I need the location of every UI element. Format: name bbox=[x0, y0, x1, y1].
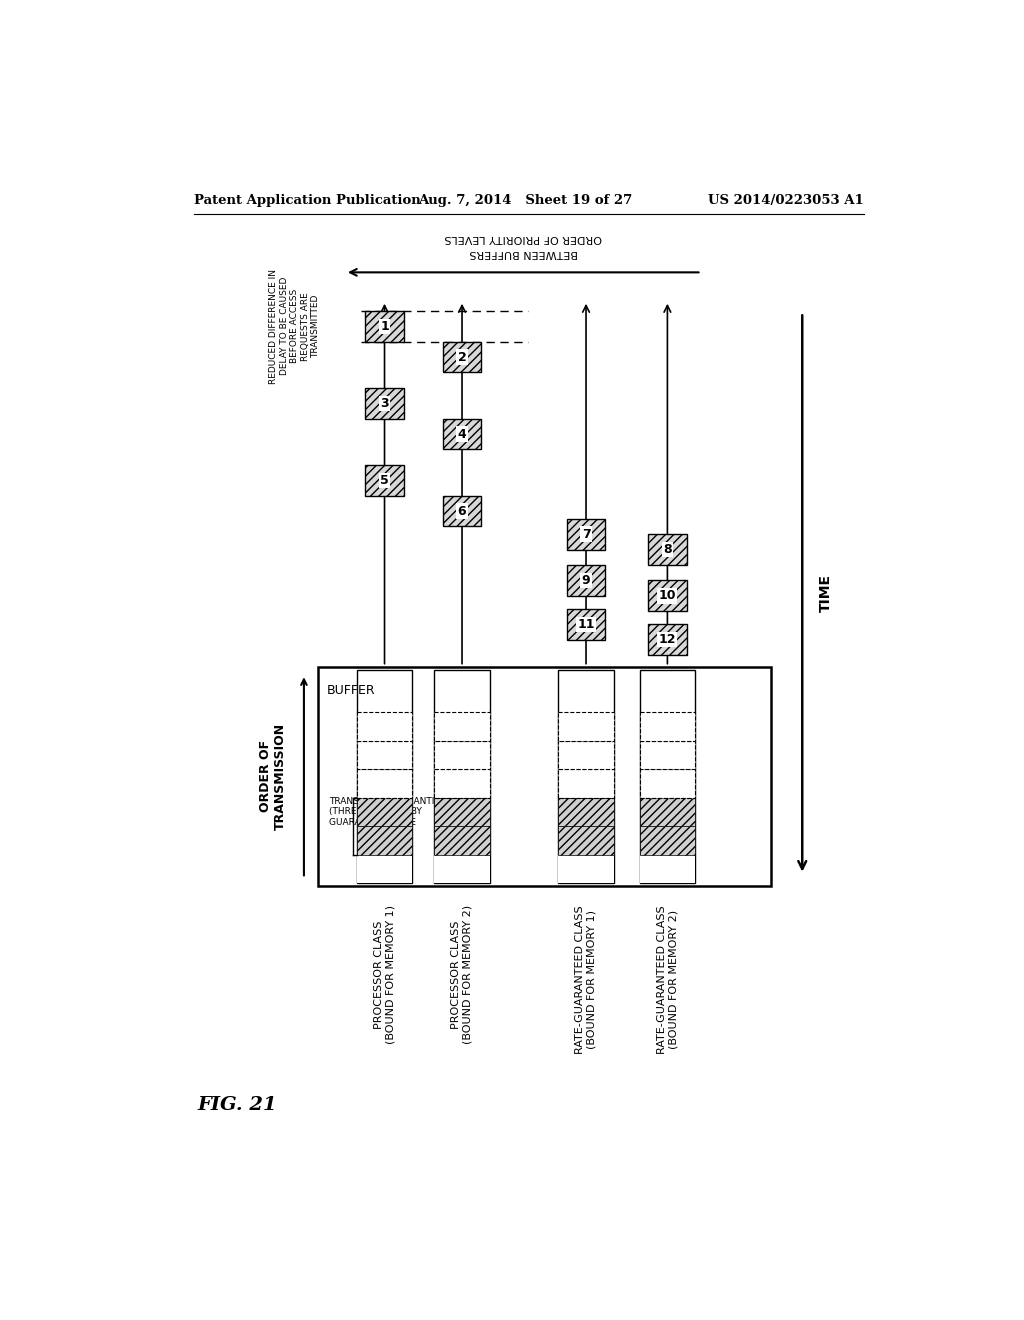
Bar bbox=[356, 797, 413, 826]
Text: TRANSMISSION QUANTITY
(THREE) DEFINED BY
GUARANTEED RATE: TRANSMISSION QUANTITY (THREE) DEFINED BY… bbox=[329, 797, 444, 826]
Bar bbox=[558, 741, 614, 770]
Bar bbox=[317, 667, 771, 886]
Text: RATE-GUARANTEED CLASS
(BOUND FOR MEMORY 2): RATE-GUARANTEED CLASS (BOUND FOR MEMORY … bbox=[656, 906, 678, 1053]
Bar bbox=[442, 342, 481, 372]
Bar bbox=[566, 565, 605, 595]
Bar bbox=[366, 465, 403, 496]
Text: PROCESSOR CLASS
(BOUND FOR MEMORY 1): PROCESSOR CLASS (BOUND FOR MEMORY 1) bbox=[374, 906, 395, 1044]
Bar bbox=[366, 388, 403, 418]
Text: 12: 12 bbox=[658, 634, 676, 647]
Text: REDUCED DIFFERENCE IN
DELAY TO BE CAUSED
BEFORE ACCESS
REQUESTS ARE
TRANSMITTED: REDUCED DIFFERENCE IN DELAY TO BE CAUSED… bbox=[269, 269, 319, 384]
Bar bbox=[558, 854, 614, 883]
Text: 8: 8 bbox=[664, 543, 672, 556]
Bar bbox=[558, 713, 614, 741]
Text: 3: 3 bbox=[380, 397, 389, 409]
Bar bbox=[640, 854, 695, 883]
Bar bbox=[640, 713, 695, 741]
Bar bbox=[356, 741, 413, 770]
Bar bbox=[558, 770, 614, 797]
Text: BUFFER: BUFFER bbox=[328, 684, 376, 697]
Bar bbox=[434, 669, 489, 883]
Bar bbox=[558, 826, 614, 854]
Text: 4: 4 bbox=[458, 428, 466, 441]
Bar bbox=[356, 713, 413, 741]
Bar bbox=[356, 854, 413, 883]
Bar bbox=[640, 797, 695, 826]
Text: 1: 1 bbox=[380, 319, 389, 333]
Bar bbox=[640, 669, 695, 883]
Bar bbox=[434, 770, 489, 797]
Bar bbox=[356, 669, 413, 883]
Text: Aug. 7, 2014   Sheet 19 of 27: Aug. 7, 2014 Sheet 19 of 27 bbox=[418, 194, 632, 207]
Bar bbox=[434, 826, 489, 854]
Bar bbox=[648, 581, 687, 611]
Bar bbox=[366, 312, 403, 342]
Bar bbox=[558, 669, 614, 883]
Bar bbox=[434, 713, 489, 741]
Text: FIG. 21: FIG. 21 bbox=[198, 1097, 278, 1114]
Bar bbox=[434, 741, 489, 770]
Bar bbox=[640, 826, 695, 854]
Text: 2: 2 bbox=[458, 351, 466, 363]
Text: PROCESSOR CLASS
(BOUND FOR MEMORY 2): PROCESSOR CLASS (BOUND FOR MEMORY 2) bbox=[452, 906, 473, 1044]
Bar bbox=[640, 741, 695, 770]
Text: RATE-GUARANTEED CLASS
(BOUND FOR MEMORY 1): RATE-GUARANTEED CLASS (BOUND FOR MEMORY … bbox=[575, 906, 597, 1053]
Bar bbox=[434, 797, 489, 826]
Text: ORDER OF
TRANSMISSION: ORDER OF TRANSMISSION bbox=[259, 723, 287, 830]
Text: US 2014/0223053 A1: US 2014/0223053 A1 bbox=[709, 194, 864, 207]
Bar bbox=[558, 797, 614, 826]
Text: 9: 9 bbox=[582, 574, 591, 587]
Bar bbox=[566, 519, 605, 549]
Text: 10: 10 bbox=[658, 589, 676, 602]
Bar bbox=[648, 535, 687, 565]
Bar bbox=[566, 609, 605, 640]
Bar bbox=[356, 770, 413, 797]
Bar bbox=[356, 826, 413, 854]
Bar bbox=[442, 496, 481, 527]
Text: 7: 7 bbox=[582, 528, 591, 541]
Bar bbox=[640, 770, 695, 797]
Bar bbox=[648, 624, 687, 655]
Text: BETWEEN BUFFERS: BETWEEN BUFFERS bbox=[469, 248, 578, 259]
Text: 11: 11 bbox=[578, 618, 595, 631]
Text: 5: 5 bbox=[380, 474, 389, 487]
Text: ORDER OF PRIORITY LEVELS: ORDER OF PRIORITY LEVELS bbox=[444, 234, 602, 243]
Bar bbox=[434, 854, 489, 883]
Text: Patent Application Publication: Patent Application Publication bbox=[194, 194, 421, 207]
Text: TIME: TIME bbox=[818, 574, 833, 612]
Bar bbox=[442, 418, 481, 449]
Text: 6: 6 bbox=[458, 504, 466, 517]
